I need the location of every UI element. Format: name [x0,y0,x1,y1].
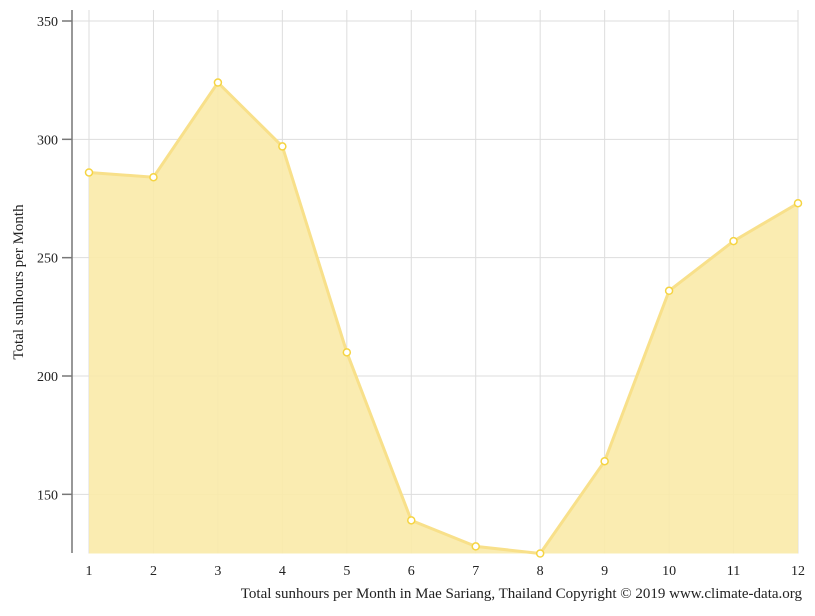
data-point [664,286,674,296]
y-axis-label: Total sunhours per Month [11,204,27,360]
area-fill [89,82,798,554]
data-point [729,236,738,246]
data-point [471,542,480,551]
data-point [84,168,94,177]
data-point [535,549,545,558]
x-tick-label: 4 [279,564,286,579]
x-tick-label: 2 [150,564,157,579]
data-point [793,198,803,208]
data-point [278,142,287,151]
y-tick-label: 200 [37,370,58,385]
y-ticks: 150 200 250 300 350 [37,15,72,503]
data-point [213,78,223,87]
x-axis-label: Total sunhours per Month in Mae Sariang,… [241,586,803,602]
series-line [88,80,799,556]
x-tick-label: 1 [86,564,93,579]
x-tick-label: 3 [214,564,221,579]
x-tick-label: 11 [727,564,740,579]
y-tick-label: 300 [37,133,58,148]
data-point [149,172,158,182]
x-tick-label: 8 [537,564,544,579]
x-tick-label: 10 [662,564,676,579]
data-point [600,456,609,466]
y-tick-label: 350 [37,15,58,30]
x-tick-label: 9 [601,564,608,579]
x-tick-label: 6 [408,564,415,579]
x-tick-label: 7 [472,564,479,579]
y-tick-label: 150 [37,488,58,503]
markers [84,78,803,558]
data-point [407,516,416,525]
x-tick-label: 12 [791,564,805,579]
x-ticks: 1 2 3 4 5 6 7 8 9 10 11 12 [86,564,806,579]
y-tick-label: 250 [37,252,58,267]
x-tick-label: 5 [343,564,350,579]
data-point [342,348,352,357]
